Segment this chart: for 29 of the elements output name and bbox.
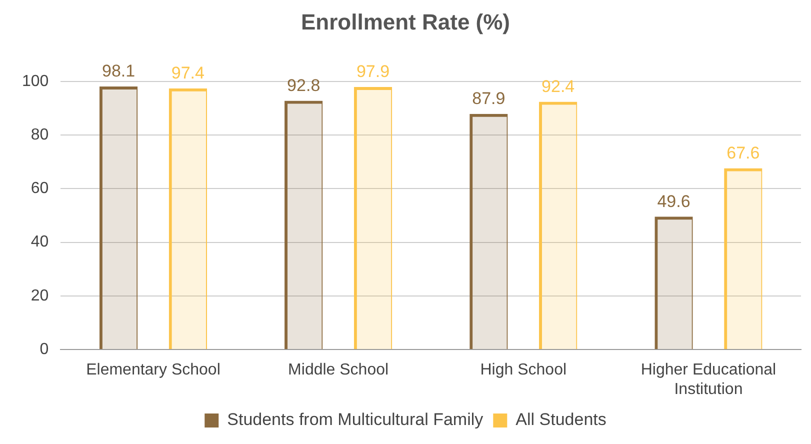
- y-tick-label: 100: [22, 72, 49, 90]
- data-label: 92.8: [287, 76, 320, 95]
- legend-label: All Students: [516, 410, 606, 430]
- chart-title: Enrollment Rate (%): [300, 9, 510, 34]
- bar: [99, 86, 138, 350]
- bar: [539, 102, 578, 350]
- x-tick-label: High School: [480, 362, 567, 379]
- x-tick-label: Higher Educational Institution: [640, 362, 776, 398]
- bar: [284, 100, 323, 350]
- data-label: 98.1: [102, 62, 136, 81]
- y-tick-label: 40: [30, 234, 49, 251]
- data-label: 97.4: [171, 64, 204, 83]
- data-label: 92.4: [542, 76, 575, 96]
- x-tick-label: Middle School: [288, 362, 389, 379]
- bar: [654, 216, 693, 350]
- y-tick-label: 20: [30, 287, 49, 304]
- bar: [470, 114, 508, 350]
- y-tick-label: 0: [40, 341, 49, 358]
- data-label: 87.9: [472, 89, 506, 108]
- data-label: 49.6: [657, 192, 690, 211]
- data-label: 97.9: [356, 62, 390, 82]
- bar: [168, 88, 208, 350]
- data-label: 67.6: [726, 143, 760, 162]
- y-tick-label: 60: [30, 180, 49, 198]
- x-tick-label: Elementary School: [86, 362, 220, 379]
- bar: [354, 87, 392, 350]
- y-tick-label: 80: [30, 126, 49, 144]
- legend-label: Students from Multicultural Family: [227, 410, 484, 430]
- bar: [724, 168, 762, 350]
